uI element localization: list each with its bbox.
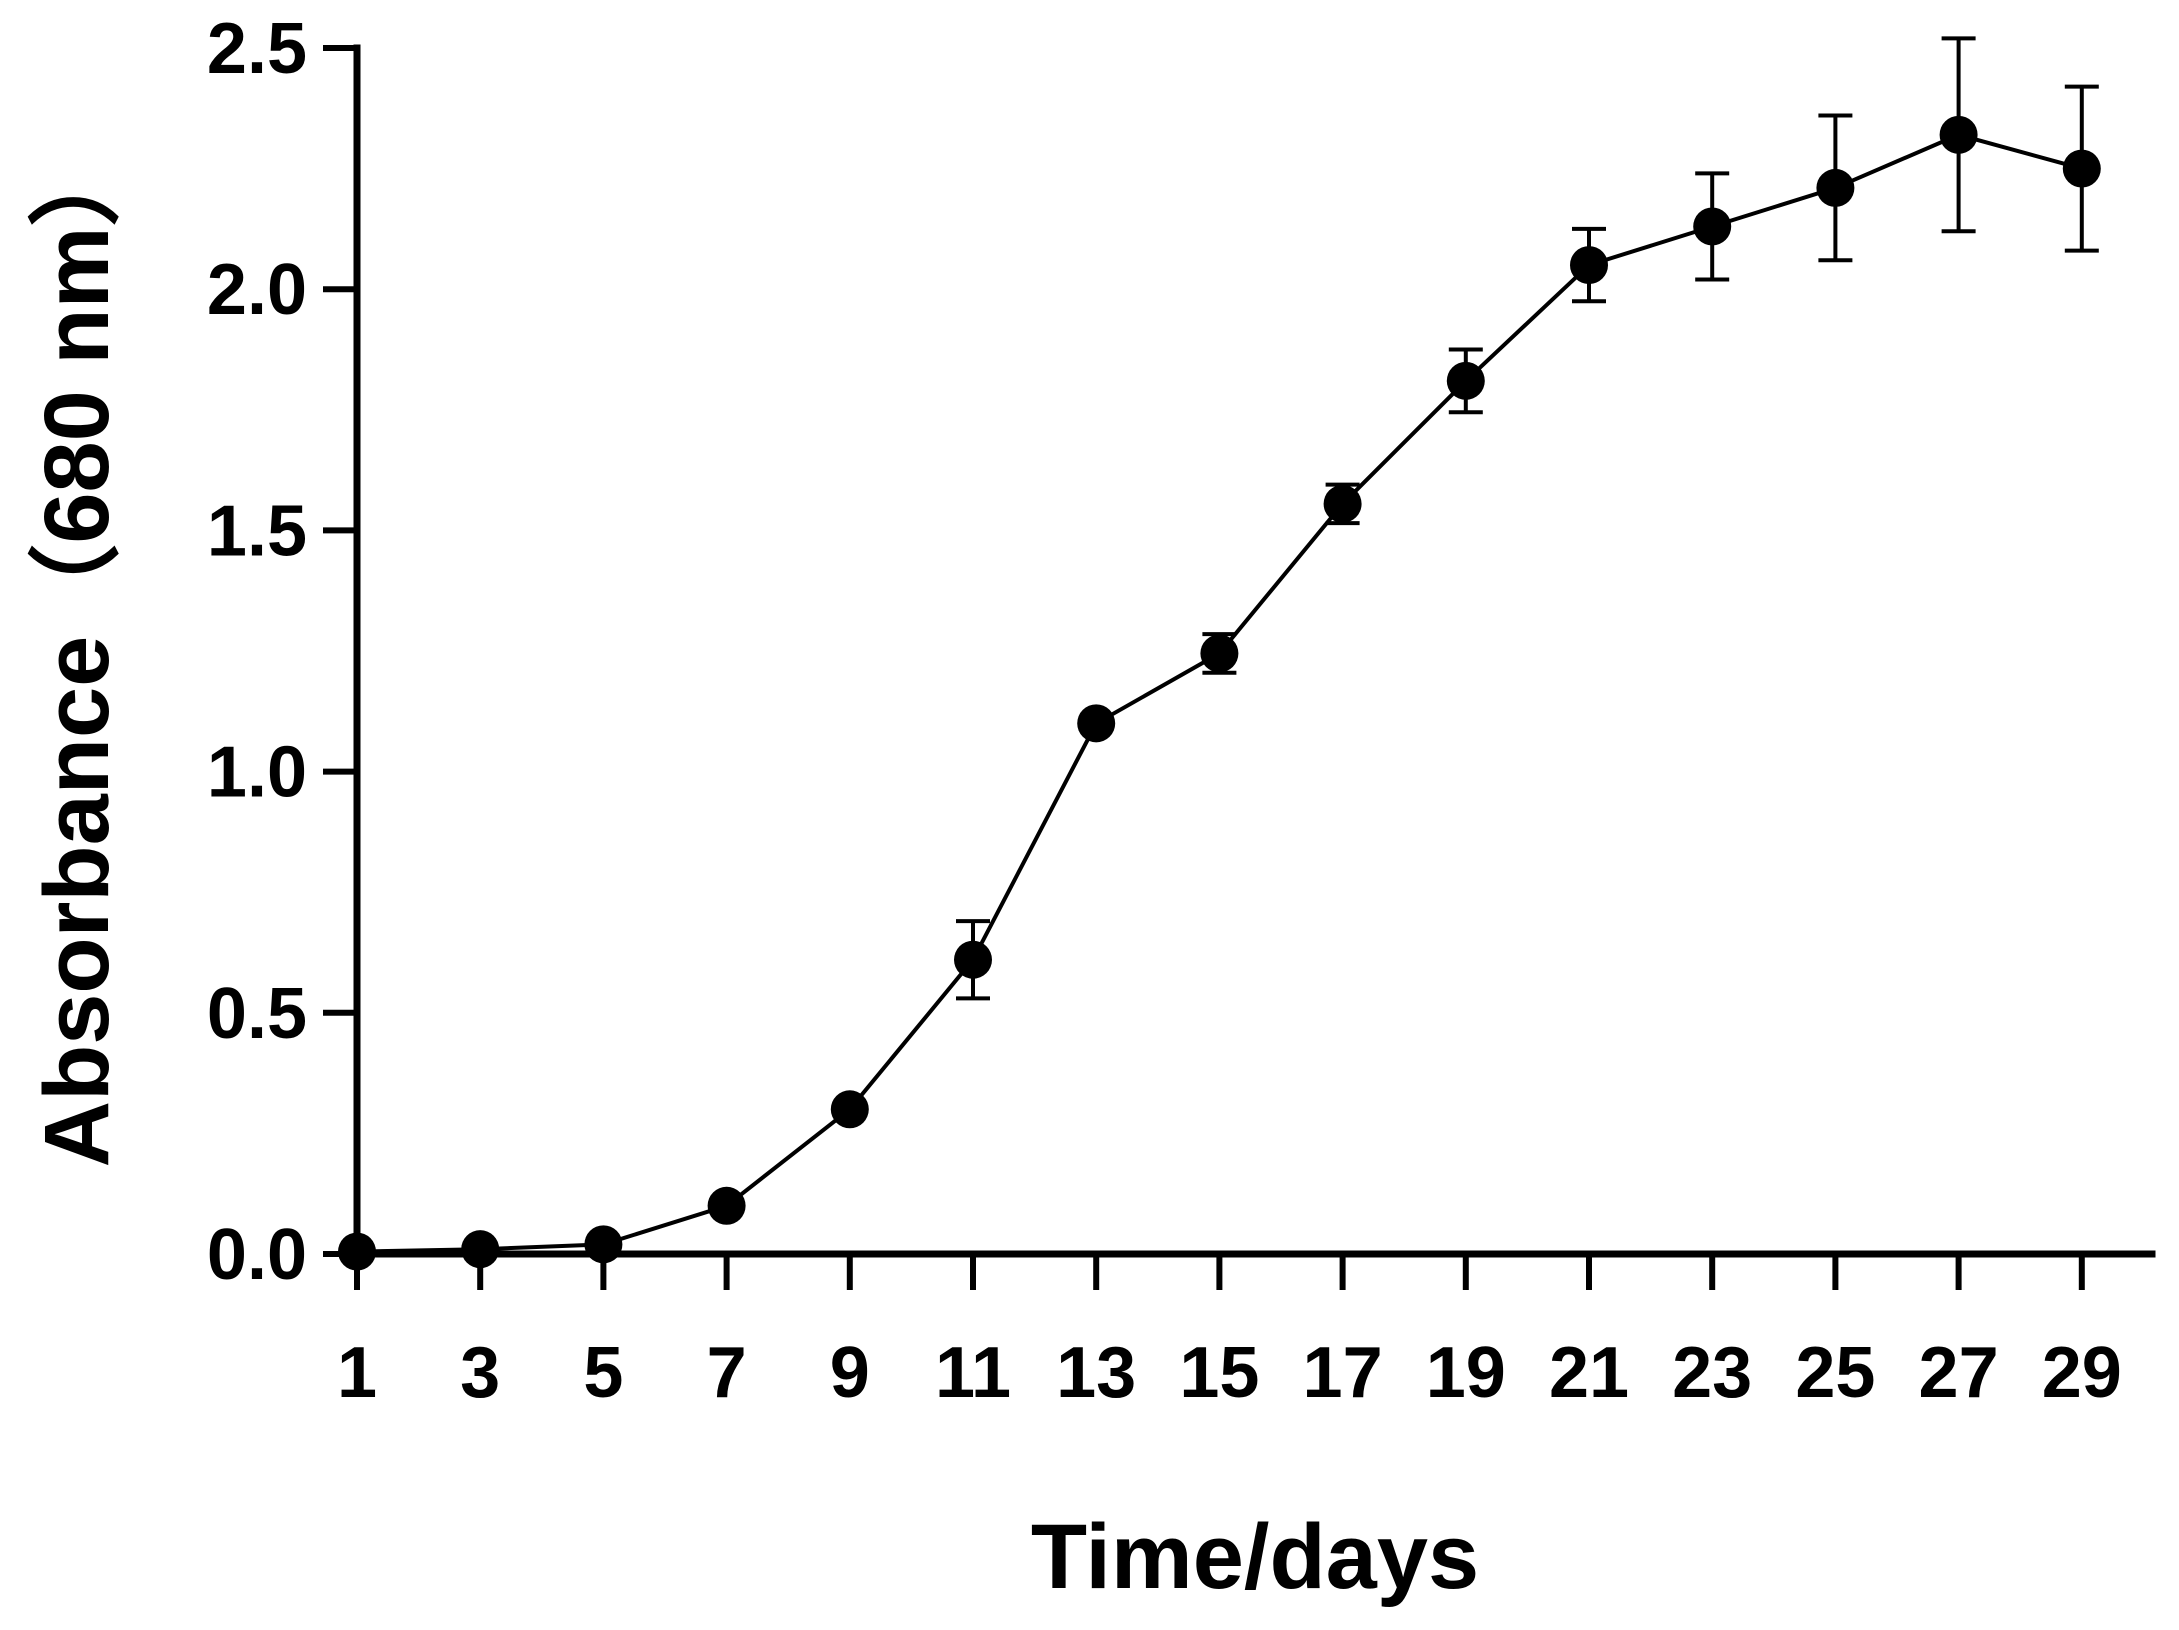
- x-tick-label: 29: [2042, 1333, 2122, 1413]
- x-ticks: 1 3 5 7 9 11 13 15 17 19 21 23 25 27 29: [337, 1254, 2122, 1413]
- data-point: [1693, 207, 1732, 246]
- data-point: [954, 940, 992, 979]
- x-tick-label: 7: [707, 1333, 747, 1413]
- y-ticks: 0.0 0.5 1.0 1.5 2.0 2.5: [207, 9, 357, 1295]
- data-point: [1077, 704, 1116, 743]
- series-line: [356, 132, 2083, 1254]
- x-tick-label: 15: [1179, 1333, 1259, 1413]
- data-point: [1446, 361, 1485, 400]
- y-tick-label: 1.0: [207, 733, 307, 813]
- y-tick-label: 2.0: [207, 250, 307, 330]
- x-tick-label: 3: [460, 1333, 500, 1413]
- y-axis-title: Absorbance（680 nm）: [26, 135, 128, 1168]
- x-tick-label: 11: [935, 1333, 1011, 1413]
- data-point: [584, 1225, 623, 1264]
- x-tick-label: 23: [1672, 1333, 1752, 1413]
- x-tick-label: 9: [830, 1333, 870, 1413]
- data-point: [830, 1090, 869, 1129]
- data-point: [1816, 168, 1855, 207]
- data-point: [1323, 484, 1362, 523]
- data-point: [2062, 149, 2101, 188]
- data-point: [707, 1186, 746, 1225]
- data-point: [1570, 246, 1608, 285]
- x-tick-label: 27: [1919, 1333, 1999, 1413]
- x-tick-label: 13: [1056, 1333, 1136, 1413]
- x-axis-title: Time/days: [1031, 1506, 1479, 1608]
- data-point: [338, 1232, 376, 1271]
- series-layer: [338, 36, 2101, 1271]
- y-tick-label: 0.0: [207, 1215, 307, 1295]
- data-point: [461, 1230, 500, 1269]
- x-tick-label: 5: [583, 1333, 623, 1413]
- x-tick-label: 17: [1303, 1333, 1383, 1413]
- data-point: [1939, 115, 1978, 154]
- x-tick-label: 19: [1426, 1333, 1506, 1413]
- data-point: [1200, 634, 1239, 673]
- y-tick-label: 0.5: [207, 974, 307, 1054]
- x-tick-label: 21: [1549, 1333, 1629, 1413]
- axes: [353, 44, 2156, 1258]
- x-tick-label: 1: [337, 1333, 377, 1413]
- x-tick-label: 25: [1795, 1333, 1875, 1413]
- y-tick-label: 2.5: [207, 9, 307, 89]
- y-tick-label: 1.5: [207, 491, 307, 571]
